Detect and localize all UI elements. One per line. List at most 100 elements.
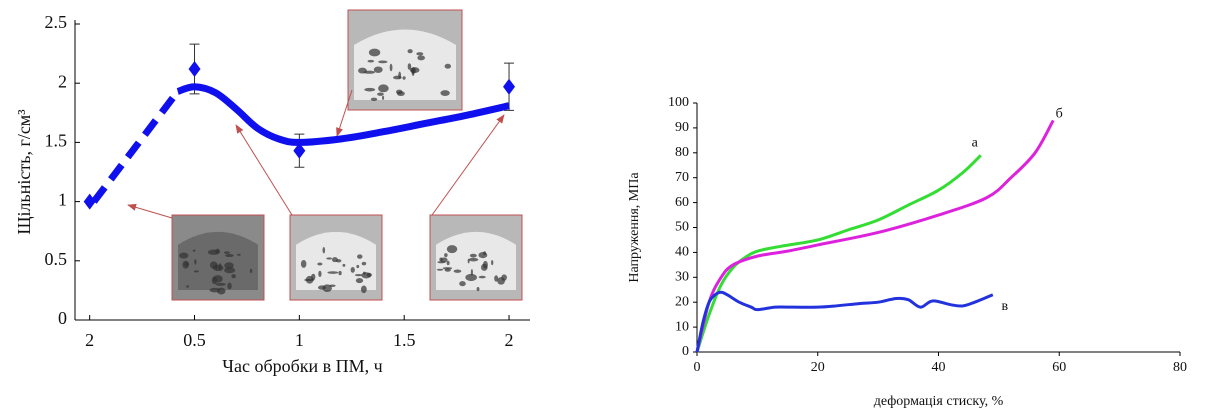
curve [91,89,181,204]
photo-pore [470,268,473,276]
photo-pore [396,91,405,97]
stress-chart: 0 10 20 30 40 50 60 70 80 90 100 0 20 40 60 80 деформаці… [627,95,1187,409]
photo-pore [249,268,253,274]
photo-pore [378,84,389,93]
density-chart: 0 0.5 1 1.5 2 2.5 2 0.5 1 1.5 2 Час обробки в ПМ, ч… [14,12,530,376]
arrow [336,89,353,137]
data-point [503,78,516,95]
photo-pore [318,270,322,278]
photo-pore [355,278,364,284]
photo-pore [478,251,488,259]
photo-pore [469,253,477,258]
x-tick-label: 1 [295,330,304,350]
y-axis-label: Напруження, МПа [627,172,642,283]
y-tick-label: 1.5 [45,131,68,151]
y-tick-label: 50 [675,220,689,235]
y-tick-label: 40 [675,245,689,260]
y-tick-label: 30 [675,270,689,285]
y-tick-label: 2.5 [45,12,68,32]
curve [695,154,982,353]
photo-pore [436,268,444,271]
photo-pore [444,63,451,69]
photo-pore [465,273,477,282]
photo-pore [373,66,383,73]
photo-pore [305,275,314,284]
photo-pore [356,264,360,269]
photo-pore [446,260,450,266]
y-axis-label: Щільність, г/см³ [14,109,34,235]
y-tick-label: 2 [58,71,67,91]
y-tick-label: 0 [58,308,67,328]
photo-pore [358,67,367,74]
photo-sample [178,231,258,290]
photo-pore [377,92,384,96]
photo-pore [350,267,355,273]
arrow [127,203,173,219]
photo-pore [442,267,453,270]
photo-sample [354,29,456,100]
photo-pore [237,253,241,256]
arrow [235,124,293,216]
inset-photos [171,9,523,301]
y-tick-label: 20 [675,294,689,309]
curve [176,83,510,146]
photo-pore [476,287,480,292]
photo-pore [478,275,486,279]
photo-pore [179,252,189,259]
photo-pore [192,249,196,252]
photo-pore [317,262,323,266]
photo-pore [366,272,372,277]
photo-pore [416,52,424,56]
photo-pore [468,257,479,262]
photo-pore [327,271,339,274]
photo-pore [501,274,507,281]
curve-label: а [972,136,979,151]
photo-pore [364,87,376,92]
y-tick-label: 70 [675,170,689,185]
photo-pore [494,275,499,282]
photo-pore [224,262,234,269]
photo-pore [459,281,466,287]
y-tick-label: 0 [682,344,689,359]
photo-pore [225,254,234,258]
arrows [127,89,505,219]
photo-pore [227,282,232,290]
x-tick-label: 0 [694,360,701,375]
photo-pore [300,260,307,268]
x-axis-label: Час обробки в ПМ, ч [222,356,382,376]
x-tick-label: 1.5 [393,330,416,350]
photo-pore [382,95,385,100]
arrow [431,114,505,216]
photo-pore [480,263,488,271]
photo-pore [193,270,199,273]
data-point [293,142,306,159]
photo-pore [212,275,223,283]
y-tick-label: 90 [675,120,689,135]
photo-pore [357,254,363,259]
photo-pore [411,68,415,77]
x-tick-label: 2 [85,330,94,350]
x-tick-label: 20 [811,360,825,375]
photo-pore [367,59,375,63]
photo-pore [194,259,197,265]
data-point [188,60,201,77]
photo-pore [444,253,448,258]
y-tick-label: 100 [668,95,689,110]
photo-pore [326,257,333,260]
photo-pore [370,97,378,101]
curve-label: в [1002,299,1009,314]
photo-pore [407,49,413,54]
x-tick-label: 2 [505,330,514,350]
photo-pore [361,261,367,266]
photo-pore [378,60,388,64]
photo-pore [335,259,342,263]
photo-pore [329,284,336,287]
curve [695,290,994,353]
x-tick-label: 60 [1052,360,1066,375]
photo-pore [368,48,381,57]
y-tick-label: 60 [675,195,689,210]
x-axis-label: деформація стиску, % [874,394,1004,409]
photo-pore [182,260,190,269]
photo-pore [440,257,448,263]
